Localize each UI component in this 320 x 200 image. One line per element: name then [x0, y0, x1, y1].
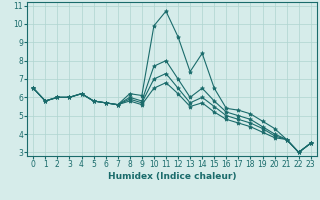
X-axis label: Humidex (Indice chaleur): Humidex (Indice chaleur) [108, 172, 236, 181]
